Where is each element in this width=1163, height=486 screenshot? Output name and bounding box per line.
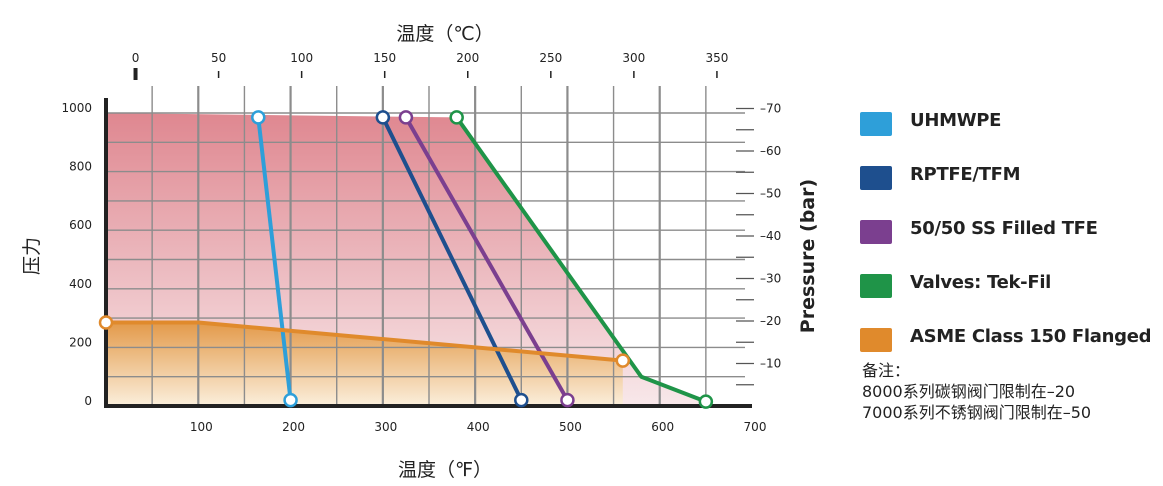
x-c-tick-label: 100 — [290, 51, 313, 65]
notes-line-2: 7000系列不锈钢阀门限制在–50 — [862, 403, 1092, 422]
y-right-tick-label: –30 — [760, 272, 781, 286]
top-axis-title: 温度（℃） — [396, 23, 493, 45]
y-right-tick-label: –60 — [760, 144, 781, 158]
data-point-marker — [698, 394, 714, 409]
y-left-tick-label: 800 — [69, 160, 92, 174]
x-f-tick-label: 100 — [190, 420, 213, 434]
y-right-tick-label: –70 — [760, 102, 781, 116]
series-line — [381, 116, 524, 402]
x-c-tick-label: 350 — [705, 51, 728, 65]
series-line — [256, 117, 293, 401]
notes-block: 备注： 8000系列碳钢阀门限制在–20 7000系列不锈钢阀门限制在–50 — [862, 360, 1091, 423]
left-axis-title: 压力 — [21, 237, 43, 275]
asme-region — [106, 322, 623, 406]
y-left-tick-label: 1000 — [61, 101, 92, 115]
legend-label: UHMWPE — [910, 110, 1002, 131]
bottom-axis-title: 温度（℉） — [398, 459, 492, 481]
x-c-tick-label: 250 — [539, 51, 562, 65]
data-point-marker — [449, 110, 464, 125]
legend-item-rptfe: RPTFE/TFM — [860, 158, 1160, 212]
notes-line-1: 8000系列碳钢阀门限制在–20 — [862, 382, 1076, 401]
x-f-tick-label: 600 — [651, 420, 674, 434]
legend-swatch — [860, 274, 892, 298]
y-right-tick-label: –50 — [760, 187, 781, 201]
legend-item-asme: ASME Class 150 Flanged — [860, 320, 1160, 374]
legend-swatch — [860, 328, 892, 352]
legend-item-ss-filled-tfe: 50/50 SS Filled TFE — [860, 212, 1160, 266]
data-point-marker — [283, 392, 298, 408]
x-f-tick-label: 500 — [559, 420, 582, 434]
data-point-marker — [398, 110, 414, 125]
chart-legend: UHMWPE RPTFE/TFM 50/50 SS Filled TFE Val… — [860, 104, 1160, 374]
legend-label: RPTFE/TFM — [910, 164, 1021, 185]
y-left-tick-label: 200 — [69, 335, 92, 349]
y-left-tick-label: 400 — [69, 277, 92, 291]
data-point-marker — [514, 392, 529, 408]
legend-swatch — [860, 112, 892, 136]
x-f-tick-label: 700 — [744, 420, 767, 434]
y-right-tick-label: –10 — [760, 357, 781, 371]
right-axis-title: Pressure (bar) — [797, 179, 819, 333]
x-c-tick-label: 200 — [456, 51, 479, 65]
legend-label: 50/50 SS Filled TFE — [910, 218, 1098, 239]
y-right-tick-label: –20 — [760, 314, 781, 328]
data-point-marker — [615, 353, 631, 368]
legend-swatch — [860, 166, 892, 190]
data-point-marker — [375, 110, 391, 125]
legend-item-tek-fil: Valves: Tek-Fil — [860, 266, 1160, 320]
legend-label: Valves: Tek-Fil — [910, 272, 1052, 293]
data-point-marker — [98, 315, 114, 330]
x-f-tick-label: 300 — [374, 420, 397, 434]
data-point-marker — [560, 392, 575, 408]
legend-item-uhmwpe: UHMWPE — [860, 104, 1160, 158]
y-left-tick-label: 0 — [84, 394, 92, 408]
notes-heading: 备注： — [862, 361, 911, 380]
series-line — [455, 116, 707, 404]
x-c-tick-label: 150 — [373, 51, 396, 65]
data-point-marker — [251, 110, 266, 125]
legend-label: ASME Class 150 Flanged — [910, 326, 1152, 347]
x-f-tick-label: 400 — [467, 420, 490, 434]
x-c-tick-label: 300 — [622, 51, 645, 65]
series-line — [106, 320, 623, 363]
y-right-tick-label: –40 — [760, 229, 781, 243]
x-c-tick-label: 0 — [132, 51, 140, 65]
y-left-tick-label: 600 — [69, 218, 92, 232]
x-c-tick-label: 50 — [211, 51, 226, 65]
x-f-tick-label: 200 — [282, 420, 305, 434]
legend-swatch — [860, 220, 892, 244]
